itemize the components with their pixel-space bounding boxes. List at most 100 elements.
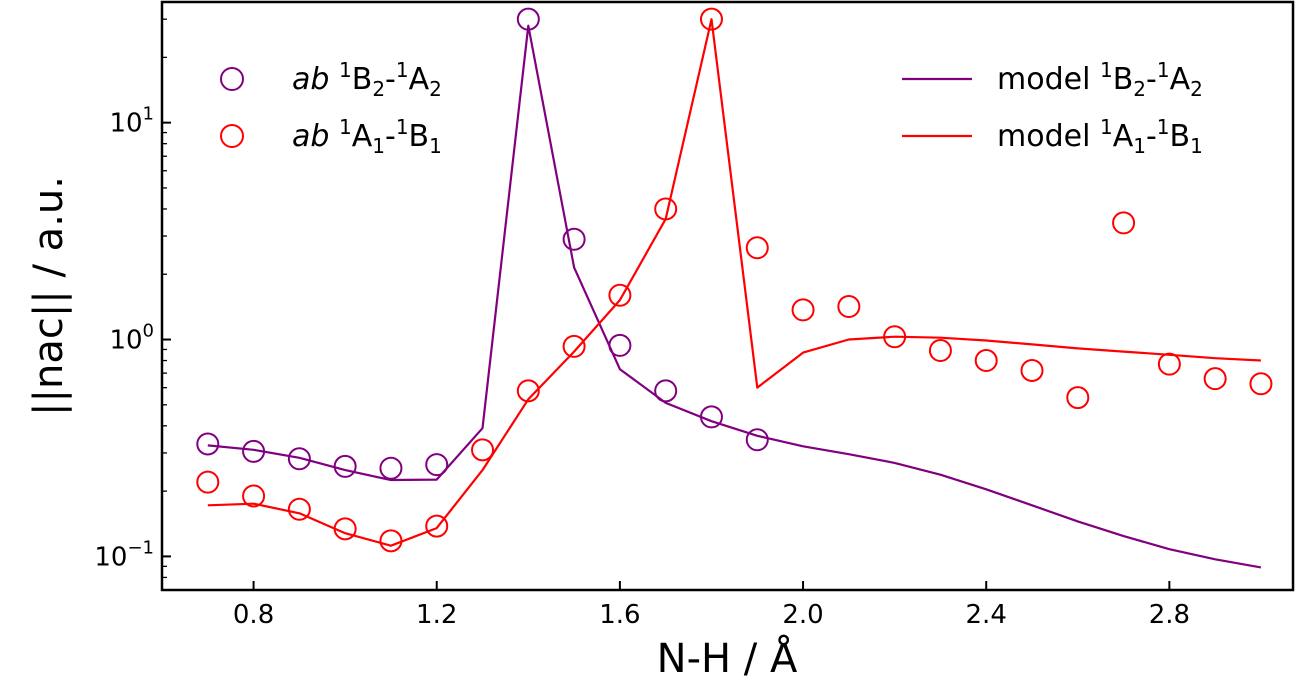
x-axis-label: N-H / Å xyxy=(657,634,798,679)
x-tick-label: 0.8 xyxy=(233,600,274,630)
legend-label: ab 1A1-1B1 xyxy=(292,115,442,158)
data-point xyxy=(1249,372,1273,396)
legend-subscript: 1 xyxy=(1133,134,1146,158)
legend-prefix: ab xyxy=(292,119,329,154)
legend-superscript: 1 xyxy=(339,115,352,139)
legend-state: A xyxy=(352,119,373,154)
legend-subscript: 1 xyxy=(1190,134,1203,158)
data-point xyxy=(333,454,357,478)
legend-prefix: model xyxy=(997,62,1100,97)
legend-state: B xyxy=(1113,62,1134,97)
legend-subscript: 1 xyxy=(429,134,442,158)
data-point xyxy=(471,438,495,462)
legend-dash: - xyxy=(385,62,396,97)
legend-subscript: 2 xyxy=(372,77,385,101)
legend-dash: - xyxy=(1146,62,1157,97)
data-point xyxy=(1020,358,1044,382)
data-point xyxy=(654,379,678,403)
legend-dash: - xyxy=(385,119,396,154)
x-tick-label: 2.0 xyxy=(782,600,823,630)
data-point xyxy=(699,405,723,429)
x-tick-label: 1.6 xyxy=(599,600,640,630)
legend-subscript: 1 xyxy=(372,134,385,158)
data-point xyxy=(837,294,861,318)
data-point xyxy=(745,428,769,452)
data-point xyxy=(287,497,311,521)
legend-superscript: 1 xyxy=(396,58,409,82)
legend-label: model 1B2-1A2 xyxy=(997,58,1203,101)
y-tick-base: 10 xyxy=(94,542,127,572)
data-point xyxy=(516,379,540,403)
x-tick-label: 2.8 xyxy=(1149,600,1190,630)
data-point xyxy=(562,334,586,358)
y-tick-exponent: 0 xyxy=(143,321,154,342)
legend-superscript: 1 xyxy=(1157,58,1170,82)
legend-marker xyxy=(220,67,244,91)
legend-label: ab 1B2-1A2 xyxy=(292,58,442,101)
x-tick-label: 2.4 xyxy=(966,600,1007,630)
legend-state: B xyxy=(352,62,373,97)
data-point xyxy=(654,197,678,221)
data-point xyxy=(196,432,220,456)
legend-superscript: 1 xyxy=(396,115,409,139)
data-point xyxy=(1066,386,1090,410)
data-point xyxy=(699,7,723,31)
legend-prefix: model xyxy=(997,119,1100,154)
legend-state: A xyxy=(1113,119,1134,154)
y-tick-label: 100 xyxy=(109,321,154,356)
data-point xyxy=(242,439,266,463)
data-point xyxy=(425,453,449,477)
data-point xyxy=(242,484,266,508)
data-point xyxy=(1157,352,1181,376)
legend-superscript: 1 xyxy=(1157,115,1170,139)
data-point xyxy=(745,236,769,260)
legend-state: B xyxy=(409,119,430,154)
legend-dash: - xyxy=(1146,119,1157,154)
y-tick-exponent: −1 xyxy=(127,537,154,558)
data-point xyxy=(883,325,907,349)
data-point xyxy=(425,514,449,538)
legend-superscript: 1 xyxy=(1100,115,1113,139)
data-point xyxy=(1112,211,1136,235)
legend-subscript: 2 xyxy=(1190,77,1203,101)
legend-superscript: 1 xyxy=(339,58,352,82)
x-tick-label: 1.2 xyxy=(416,600,457,630)
data-point xyxy=(974,349,998,373)
data-point xyxy=(287,447,311,471)
series-line xyxy=(207,18,1261,547)
series-line xyxy=(207,24,1262,569)
y-axis-label: ||nac|| / a.u. xyxy=(26,176,72,416)
legend-prefix: ab xyxy=(292,62,329,97)
y-tick-base: 10 xyxy=(109,326,142,356)
data-point xyxy=(196,470,220,494)
y-tick-label: 10−1 xyxy=(94,537,154,572)
series-layer xyxy=(196,7,1273,569)
data-point xyxy=(333,517,357,541)
data-point xyxy=(562,227,586,251)
legend-subscript: 2 xyxy=(1133,77,1146,101)
legend-label: model 1A1-1B1 xyxy=(997,115,1203,158)
legend-state: B xyxy=(1170,119,1191,154)
y-tick-exponent: 1 xyxy=(143,104,154,125)
data-point xyxy=(1203,367,1227,391)
data-point xyxy=(608,283,632,307)
data-point xyxy=(791,298,815,322)
legend-subscript: 2 xyxy=(429,77,442,101)
legend-superscript: 1 xyxy=(1100,58,1113,82)
data-point xyxy=(608,333,632,357)
data-point xyxy=(516,7,540,31)
data-point xyxy=(379,529,403,553)
plot-frame xyxy=(160,0,1295,592)
y-tick-base: 10 xyxy=(109,109,142,139)
y-tick-label: 101 xyxy=(109,104,154,139)
data-point xyxy=(928,339,952,363)
legend-space xyxy=(329,119,339,154)
legend-state: A xyxy=(1170,62,1191,97)
data-point xyxy=(379,456,403,480)
legend-marker xyxy=(220,124,244,148)
legend-state: A xyxy=(409,62,430,97)
legend-space xyxy=(329,62,339,97)
